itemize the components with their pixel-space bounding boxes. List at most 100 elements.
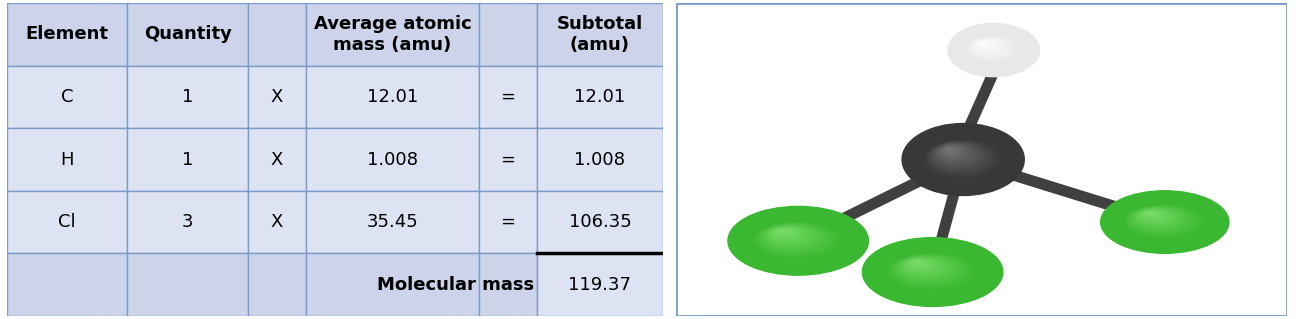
Text: X: X	[270, 213, 283, 231]
Ellipse shape	[1124, 205, 1204, 238]
Ellipse shape	[898, 257, 952, 278]
Ellipse shape	[776, 229, 792, 235]
Bar	[480, 128, 537, 191]
Ellipse shape	[1123, 205, 1206, 239]
Bar	[6, 3, 127, 66]
Ellipse shape	[1141, 210, 1166, 221]
Ellipse shape	[976, 40, 996, 49]
Ellipse shape	[910, 260, 926, 267]
Ellipse shape	[1147, 212, 1153, 215]
Bar	[127, 191, 248, 253]
Ellipse shape	[889, 254, 972, 288]
Ellipse shape	[758, 223, 833, 255]
Bar	[480, 66, 537, 128]
Bar	[306, 128, 480, 191]
Text: Element: Element	[26, 26, 108, 43]
Ellipse shape	[1132, 208, 1184, 229]
Ellipse shape	[767, 226, 811, 244]
Ellipse shape	[979, 41, 989, 46]
Text: X: X	[270, 151, 283, 168]
Ellipse shape	[891, 254, 970, 287]
Ellipse shape	[753, 222, 844, 260]
Ellipse shape	[1126, 206, 1201, 237]
Ellipse shape	[972, 39, 1004, 54]
Ellipse shape	[1135, 208, 1180, 227]
Ellipse shape	[905, 259, 937, 272]
Text: =: =	[500, 151, 516, 168]
Bar	[480, 3, 537, 66]
Ellipse shape	[779, 230, 785, 233]
Ellipse shape	[1144, 211, 1161, 218]
Bar	[537, 66, 663, 128]
Bar	[537, 191, 663, 253]
Ellipse shape	[1134, 208, 1183, 229]
Ellipse shape	[903, 258, 940, 273]
Text: 1: 1	[182, 151, 194, 168]
Ellipse shape	[1128, 206, 1195, 234]
Ellipse shape	[759, 224, 829, 253]
Ellipse shape	[1138, 209, 1174, 224]
Ellipse shape	[887, 253, 979, 291]
Ellipse shape	[754, 222, 841, 258]
Text: 1: 1	[182, 88, 194, 106]
Ellipse shape	[911, 260, 924, 266]
Ellipse shape	[932, 143, 984, 168]
Ellipse shape	[897, 256, 954, 280]
Ellipse shape	[764, 226, 816, 247]
Ellipse shape	[906, 259, 933, 271]
Ellipse shape	[933, 144, 979, 166]
Ellipse shape	[976, 40, 997, 50]
Bar	[6, 253, 127, 316]
Ellipse shape	[982, 41, 985, 44]
Ellipse shape	[914, 262, 916, 263]
Ellipse shape	[965, 36, 1022, 63]
Ellipse shape	[978, 40, 993, 48]
Bar	[537, 128, 663, 191]
Ellipse shape	[1141, 211, 1165, 220]
Ellipse shape	[897, 256, 957, 281]
Ellipse shape	[1148, 212, 1152, 214]
Text: 1.008: 1.008	[575, 151, 625, 168]
Text: X: X	[270, 88, 283, 106]
Ellipse shape	[971, 38, 1008, 56]
Bar	[306, 191, 480, 253]
Ellipse shape	[757, 223, 836, 256]
Ellipse shape	[933, 143, 982, 167]
Ellipse shape	[754, 223, 839, 257]
Ellipse shape	[909, 260, 930, 268]
Ellipse shape	[759, 224, 828, 252]
Ellipse shape	[903, 258, 942, 274]
Bar	[480, 191, 537, 253]
Ellipse shape	[940, 145, 967, 160]
Ellipse shape	[728, 206, 868, 275]
Bar	[306, 3, 480, 66]
Text: Subtotal
(amu): Subtotal (amu)	[556, 15, 644, 54]
Ellipse shape	[896, 256, 959, 282]
Text: 12.01: 12.01	[575, 88, 625, 106]
Ellipse shape	[930, 142, 989, 172]
Ellipse shape	[1140, 210, 1169, 222]
Ellipse shape	[979, 41, 991, 47]
Ellipse shape	[982, 42, 983, 43]
Ellipse shape	[978, 41, 992, 47]
Ellipse shape	[926, 141, 997, 176]
Ellipse shape	[924, 140, 1001, 179]
Ellipse shape	[780, 230, 783, 231]
Ellipse shape	[758, 224, 831, 254]
Ellipse shape	[941, 146, 962, 156]
Ellipse shape	[777, 229, 789, 234]
Ellipse shape	[775, 228, 794, 237]
Ellipse shape	[776, 229, 790, 235]
Ellipse shape	[905, 258, 939, 273]
Ellipse shape	[975, 40, 997, 51]
Ellipse shape	[941, 146, 963, 157]
Text: Quantity: Quantity	[144, 26, 231, 43]
Bar	[127, 3, 248, 66]
Bar	[6, 128, 127, 191]
Ellipse shape	[968, 37, 1014, 60]
Ellipse shape	[1135, 209, 1179, 226]
Ellipse shape	[948, 24, 1040, 77]
Ellipse shape	[965, 36, 1023, 64]
Ellipse shape	[907, 260, 931, 269]
Ellipse shape	[1145, 212, 1156, 216]
